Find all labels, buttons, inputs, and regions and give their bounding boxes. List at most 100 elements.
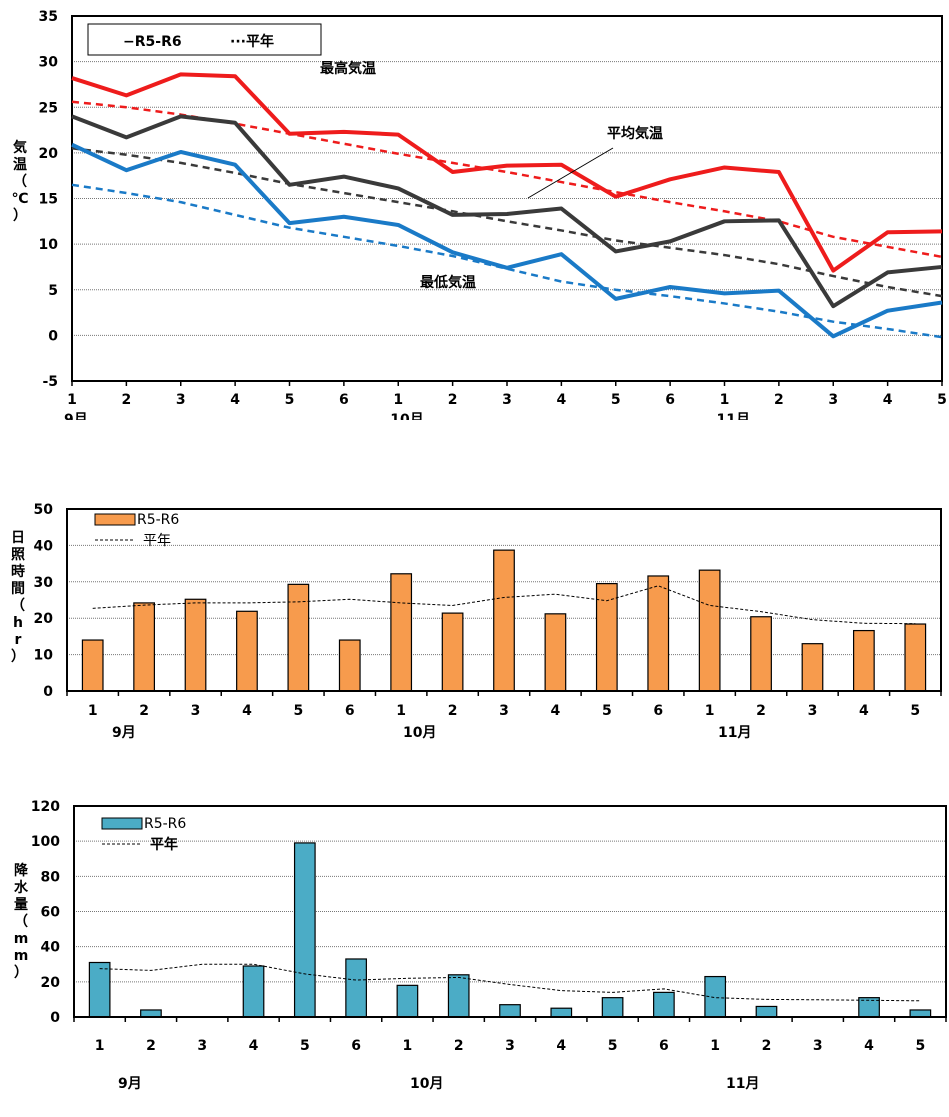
month-label: 10月: [403, 725, 436, 741]
bar: [242, 965, 265, 1018]
annotation-max: 最高気温: [320, 60, 376, 77]
annotation-mean: 平均気温: [607, 125, 663, 142]
bar: [184, 598, 207, 692]
plot-frame: [66, 508, 942, 692]
y-tick-label: 50: [34, 502, 54, 518]
y-tick-label: 10: [34, 648, 54, 664]
normal-line: [92, 585, 916, 625]
x-tick-label: 1: [396, 703, 406, 719]
bar: [755, 1005, 778, 1018]
x-tick-label: 6: [659, 1038, 669, 1054]
legend-normal-label: ···平年: [230, 33, 274, 50]
legend-actual-label: −R5-R6: [123, 34, 182, 50]
bar: [287, 583, 310, 692]
legend-swatch: [94, 513, 136, 526]
x-tick-label: 4: [556, 1038, 566, 1054]
bar: [499, 1004, 521, 1018]
bar: [390, 573, 413, 692]
bar: [909, 1009, 932, 1018]
month-label: 9月: [118, 1076, 142, 1092]
y-tick-label: 40: [41, 940, 61, 956]
x-tick-label: 3: [197, 1038, 207, 1054]
legend-actual-label: R5-R6: [144, 816, 186, 832]
legend-normal-label: 平年: [143, 533, 171, 549]
x-tick-label: 1: [67, 392, 77, 408]
x-tick-label: 6: [351, 1038, 361, 1054]
x-tick-label: 5: [300, 1038, 310, 1054]
month-label: 11月: [717, 412, 750, 420]
bar: [447, 974, 470, 1018]
x-tick-label: 2: [756, 703, 766, 719]
series-line-normal: [71, 147, 943, 298]
x-tick-label: 3: [502, 392, 512, 408]
bar: [345, 958, 367, 1018]
x-tick-label: 3: [813, 1038, 823, 1054]
bar: [544, 613, 567, 692]
legend-actual-label: R5-R6: [137, 512, 179, 528]
x-tick-label: 1: [88, 703, 98, 719]
y-tick-label: 60: [41, 905, 61, 921]
month-label: 11月: [718, 725, 751, 741]
sunshine-chart: 0 10 20 30 40 50 1 2 3 4 5 6 1 2 3 4 5 6 1 2 3 4 5 9月 10月 11月 日照時間…: [0, 495, 949, 769]
bar: [236, 610, 258, 692]
y-tick-label: 20: [39, 146, 59, 162]
legend-box: [87, 23, 322, 56]
x-tick-label: 3: [808, 703, 818, 719]
y-tick-label: -5: [42, 374, 58, 390]
bar: [293, 842, 316, 1018]
x-tick-label: 5: [611, 392, 621, 408]
bar: [338, 639, 361, 692]
x-tick-label: 4: [864, 1038, 874, 1054]
x-tick-label: 3: [176, 392, 186, 408]
x-tick-label: 2: [448, 703, 458, 719]
y-axis-label: 日照時間（ h r）: [11, 530, 25, 665]
precipitation-chart-svg: 0 20 40 60 80 100 120 1 2 3 4 5 6 1 2 3 4 5 6 1 2 3 4 5 9月 10月 11月…: [14, 799, 947, 1092]
x-tick-label: 5: [285, 392, 295, 408]
legend-normal-label: 平年: [150, 836, 178, 853]
month-label: 10月: [390, 412, 423, 420]
x-tick-label: 6: [665, 392, 675, 408]
bar: [595, 583, 618, 692]
y-tick-label: 5: [48, 283, 58, 299]
bar: [140, 1009, 162, 1018]
x-tick-label: 4: [557, 392, 567, 408]
bar: [81, 639, 104, 692]
x-tick-label: 4: [249, 1038, 259, 1054]
x-tick-label: 4: [242, 703, 252, 719]
x-tick-label: 5: [608, 1038, 618, 1054]
normal-line: [99, 963, 921, 1002]
bar: [653, 991, 675, 1018]
x-tick-label: 2: [774, 392, 784, 408]
series-line-actual: [71, 142, 943, 339]
month-label: 10月: [410, 1076, 443, 1092]
x-tick-label: 1: [95, 1038, 105, 1054]
x-tick-label: 4: [883, 392, 893, 408]
x-tick-label: 3: [191, 703, 201, 719]
month-label: 9月: [64, 412, 88, 420]
y-tick-label: 20: [41, 975, 61, 991]
bar: [904, 623, 927, 692]
x-tick-label: 3: [828, 392, 838, 408]
bar: [852, 629, 875, 692]
bar: [550, 1007, 573, 1018]
y-tick-label: 0: [48, 328, 58, 344]
x-tick-label: 5: [915, 1038, 925, 1054]
month-label: 9月: [112, 725, 136, 741]
y-tick-label: 100: [31, 834, 60, 850]
x-tick-label: 2: [139, 703, 149, 719]
x-tick-label: 1: [720, 392, 730, 408]
x-tick-label: 6: [653, 703, 663, 719]
bar: [601, 997, 624, 1018]
x-tick-label: 2: [762, 1038, 772, 1054]
bar: [647, 575, 670, 692]
x-tick-label: 6: [339, 392, 349, 408]
x-tick-label: 1: [710, 1038, 720, 1054]
bar: [88, 961, 111, 1018]
x-tick-label: 2: [122, 392, 132, 408]
y-tick-label: 10: [39, 237, 59, 253]
x-tick-label: 2: [146, 1038, 156, 1054]
bar: [750, 616, 772, 692]
bar: [801, 643, 824, 692]
x-tick-label: 3: [505, 1038, 515, 1054]
y-tick-label: 0: [50, 1010, 60, 1026]
